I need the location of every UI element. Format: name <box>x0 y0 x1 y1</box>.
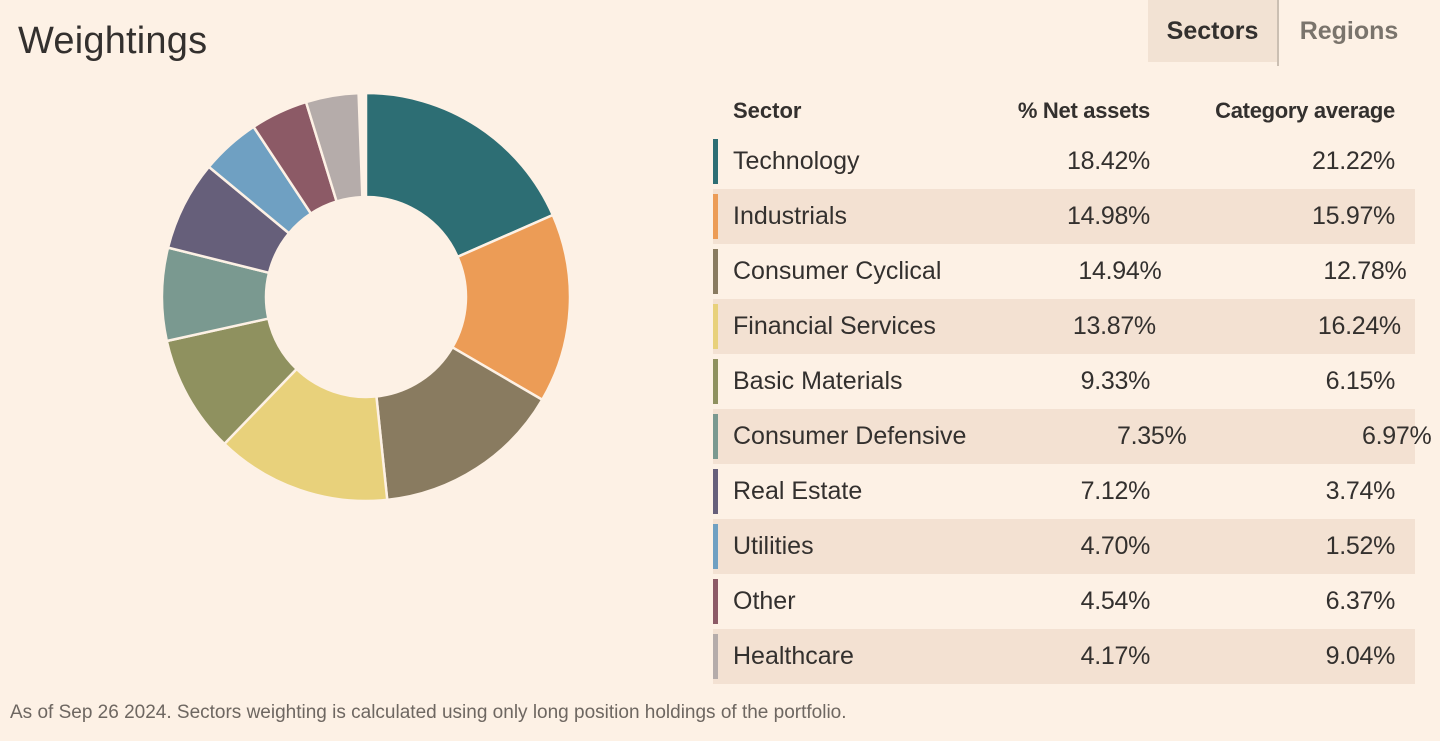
category-average-value: 15.97% <box>1312 202 1395 230</box>
category-average-value: 3.74% <box>1325 477 1396 505</box>
table-row: Consumer Defensive 7.35% 6.97% <box>713 409 1432 464</box>
tab-regions[interactable]: Regions <box>1279 0 1419 62</box>
donut-chart <box>160 91 572 503</box>
sector-name: Technology <box>733 147 860 175</box>
table-header-row: Sector % Net assets Category average <box>713 88 1415 134</box>
category-average-value: 12.78% <box>1323 257 1407 285</box>
sector-color-bar <box>713 414 718 459</box>
sector-name: Utilities <box>733 532 814 560</box>
tab-divider <box>1277 0 1279 66</box>
net-assets-value: 9.33% <box>1080 367 1151 395</box>
table-row: Financial Services 13.87% 16.24% <box>713 299 1415 354</box>
net-assets-value: 4.54% <box>1080 587 1151 615</box>
category-average-value: 6.37% <box>1325 587 1396 615</box>
sector-color-bar <box>713 579 718 624</box>
weightings-table: Sector % Net assets Category average Tec… <box>713 88 1432 684</box>
tab-regions-label: Regions <box>1299 16 1399 45</box>
net-assets-value: 7.35% <box>1117 422 1187 450</box>
donut-slice-technology[interactable] <box>364 91 555 259</box>
net-assets-value: 13.87% <box>1072 312 1156 340</box>
table-row: Basic Materials 9.33% 6.15% <box>713 354 1415 409</box>
category-average-value: 6.15% <box>1325 367 1396 395</box>
sector-color-bar <box>713 469 718 514</box>
column-header-category-average: Category average <box>1215 98 1395 123</box>
table-body: Technology 18.42% 21.22% Industrials 14.… <box>713 134 1432 684</box>
sector-color-bar <box>713 359 718 404</box>
page-title: Weightings <box>18 20 208 62</box>
net-assets-value: 4.17% <box>1080 642 1151 670</box>
donut-slice-consumer-cyclical[interactable] <box>375 346 544 502</box>
table-row: Real Estate 7.12% 3.74% <box>713 464 1415 519</box>
sector-name: Financial Services <box>733 312 936 340</box>
footnote: As of Sep 26 2024. Sectors weighting is … <box>10 702 847 723</box>
net-assets-value: 14.94% <box>1078 257 1162 285</box>
table-row: Healthcare 4.17% 9.04% <box>713 629 1415 684</box>
table-row: Industrials 14.98% 15.97% <box>713 189 1415 244</box>
sector-color-bar <box>713 634 718 679</box>
sector-name: Healthcare <box>733 642 854 670</box>
category-average-value: 6.97% <box>1362 422 1432 450</box>
sector-name: Consumer Cyclical <box>733 257 942 285</box>
sector-color-bar <box>713 249 718 294</box>
table-row: Consumer Cyclical 14.94% 12.78% <box>713 244 1415 299</box>
net-assets-value: 7.12% <box>1080 477 1151 505</box>
category-average-value: 1.52% <box>1325 532 1396 560</box>
net-assets-value: 14.98% <box>1067 202 1150 230</box>
sector-name: Industrials <box>733 202 847 230</box>
table-row: Technology 18.42% 21.22% <box>713 134 1415 189</box>
sector-color-bar <box>713 524 718 569</box>
sector-name: Real Estate <box>733 477 863 505</box>
net-assets-value: 18.42% <box>1067 147 1150 175</box>
donut-svg <box>160 91 572 503</box>
table-row: Other 4.54% 6.37% <box>713 574 1415 629</box>
donut-slice-industrials[interactable] <box>451 213 572 401</box>
sector-name: Consumer Defensive <box>733 422 967 450</box>
sector-color-bar <box>713 194 718 239</box>
sector-color-bar <box>713 304 718 349</box>
column-header-sector: Sector <box>733 98 802 123</box>
net-assets-value: 4.70% <box>1080 532 1151 560</box>
sector-name: Other <box>733 587 796 615</box>
table-row: Utilities 4.70% 1.52% <box>713 519 1415 574</box>
sector-name: Basic Materials <box>733 367 903 395</box>
column-header-net-assets: % Net assets <box>1017 98 1150 123</box>
category-average-value: 9.04% <box>1325 642 1396 670</box>
sector-color-bar <box>713 139 718 184</box>
category-average-value: 16.24% <box>1317 312 1401 340</box>
tab-sectors[interactable]: Sectors <box>1148 0 1277 62</box>
tab-sectors-label: Sectors <box>1166 16 1259 45</box>
donut-slice-healthcare[interactable] <box>304 91 364 203</box>
category-average-value: 21.22% <box>1312 147 1395 175</box>
